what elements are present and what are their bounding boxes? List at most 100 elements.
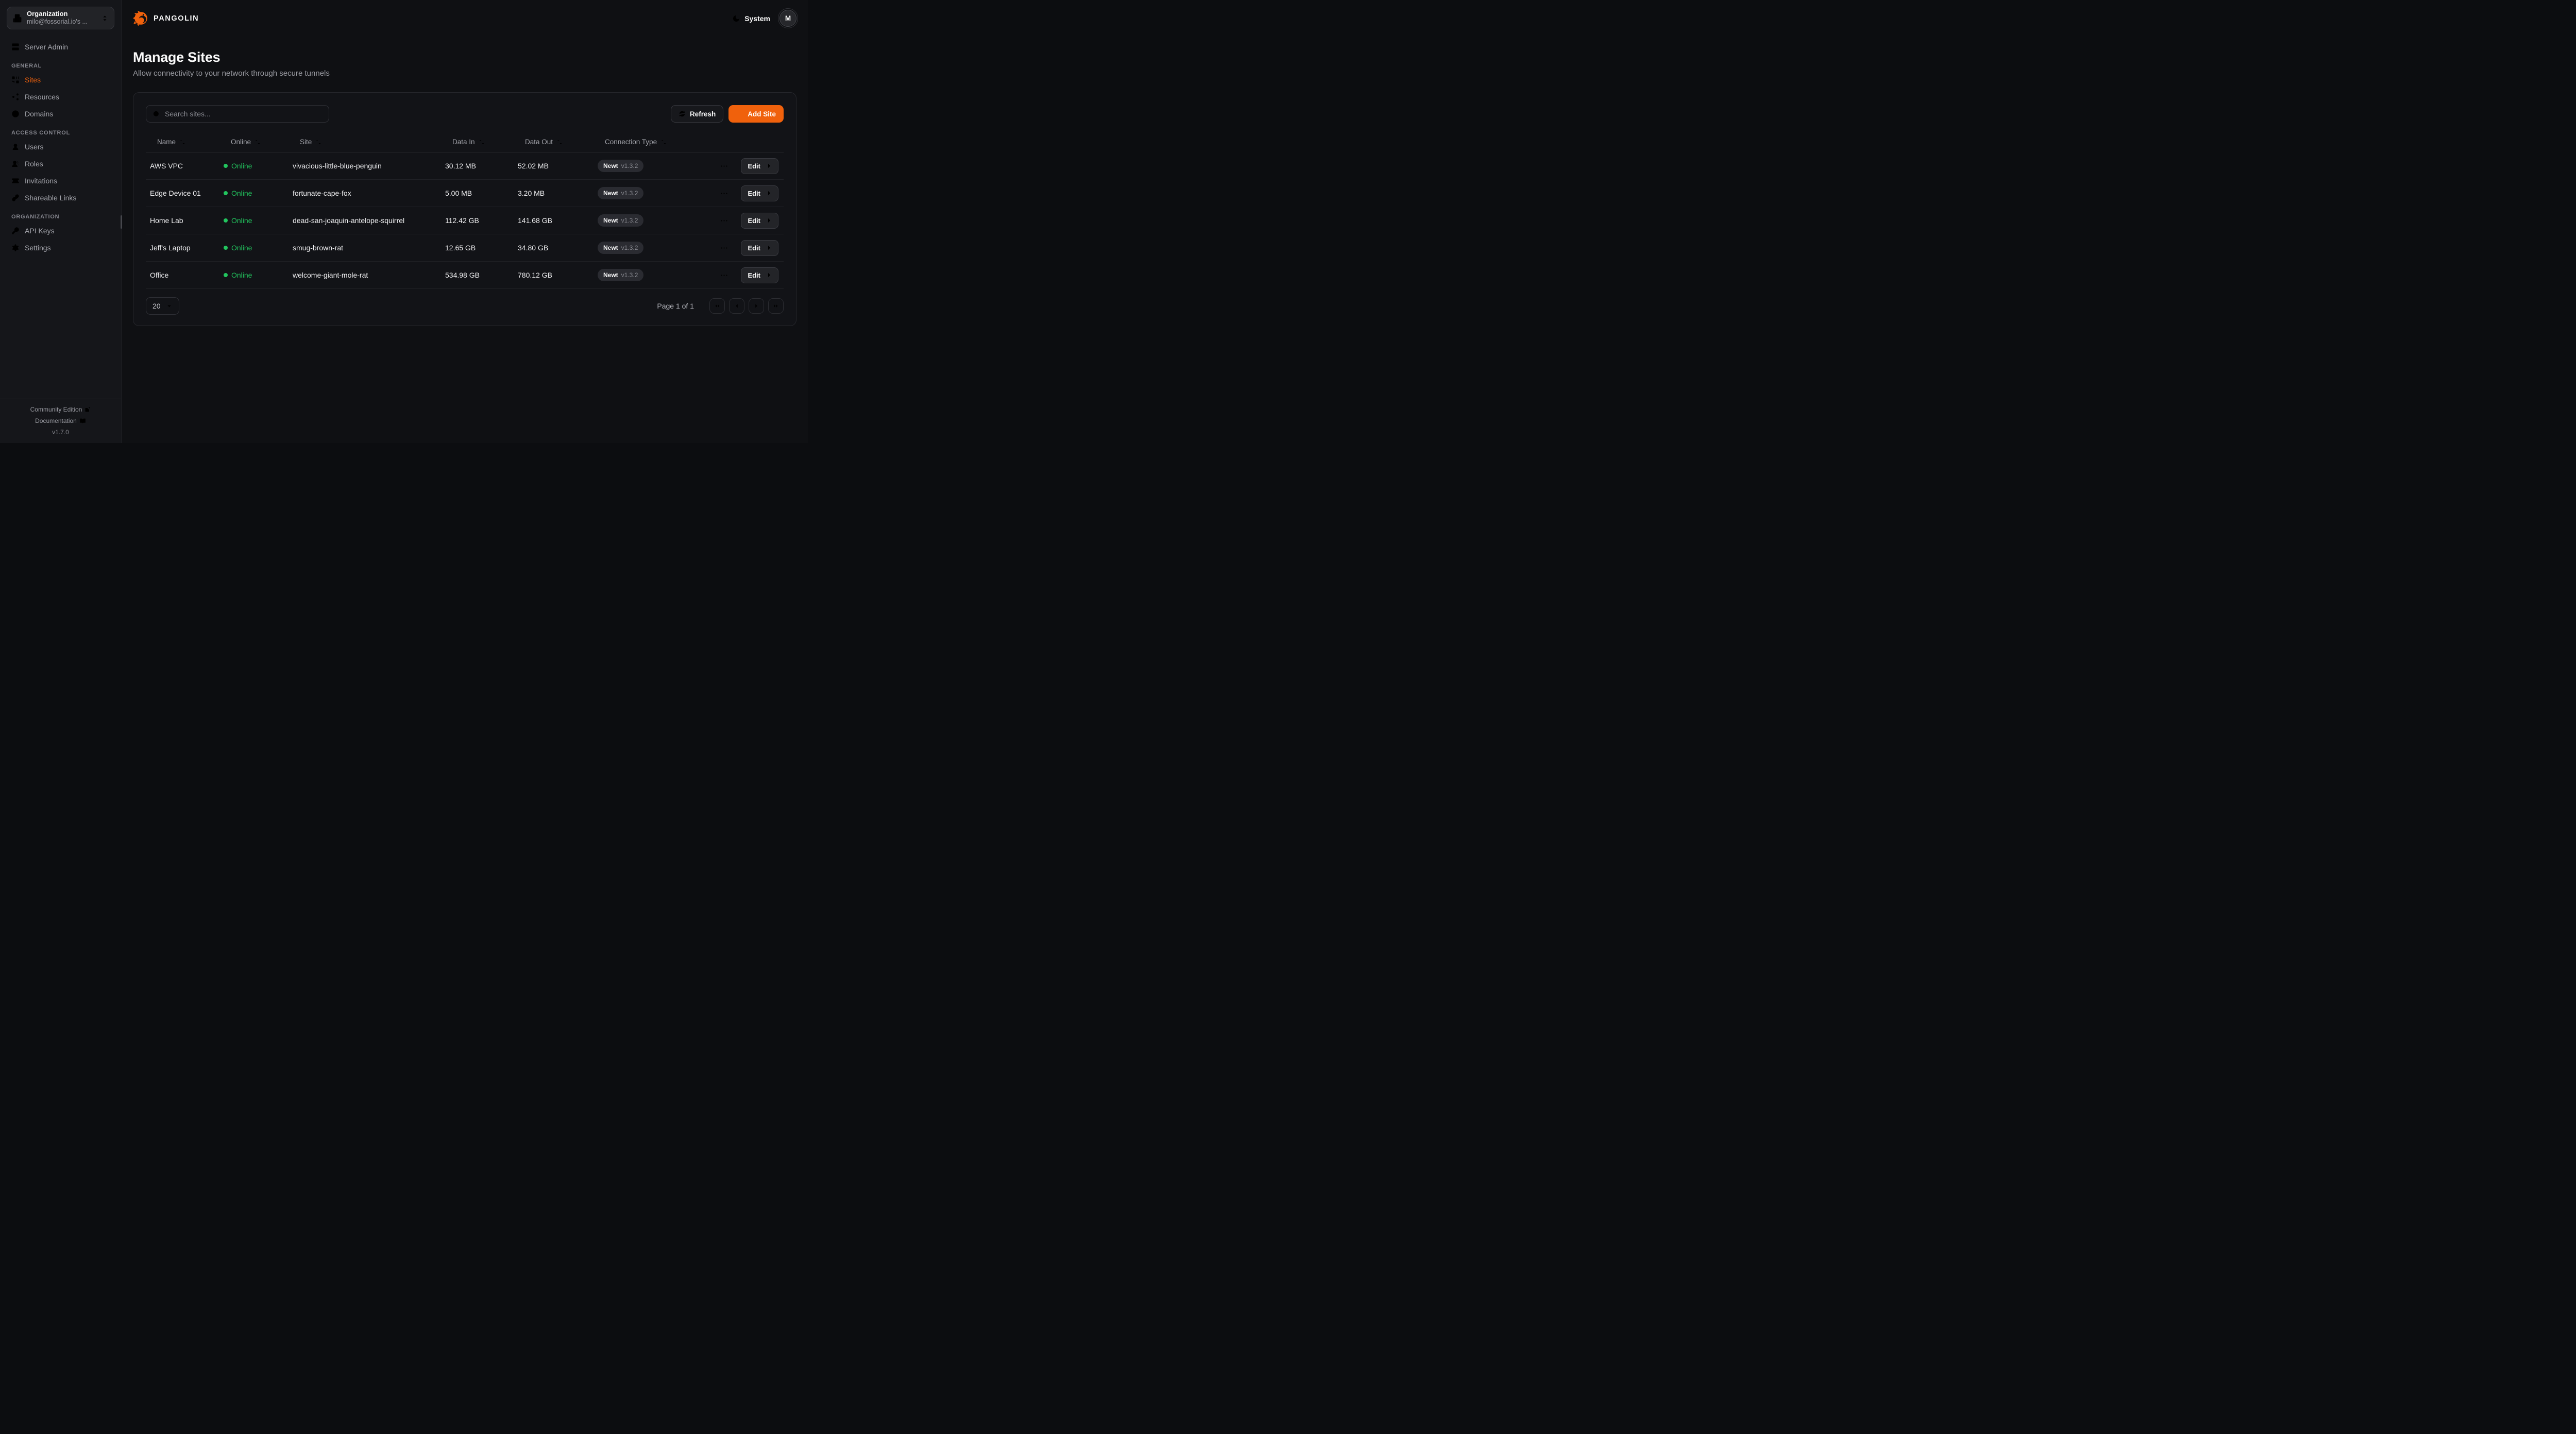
add-site-button[interactable]: Add Site	[728, 105, 784, 123]
connection-type-cell: Newt v1.3.2	[594, 242, 706, 254]
theme-toggle-label: System	[744, 14, 770, 23]
sidebar-resize-handle[interactable]	[121, 215, 122, 229]
sort-icon	[179, 139, 185, 145]
ellipsis-icon	[720, 271, 728, 280]
site-id-cell: smug-brown-rat	[293, 244, 344, 252]
site-name-cell: AWS VPC	[150, 162, 183, 170]
column-header-connection-type[interactable]: Connection Type	[594, 138, 706, 146]
search-box[interactable]	[146, 105, 329, 123]
sidebar: Organization milo@fossorial.io's ... Ser…	[0, 0, 122, 443]
sidebar-item-api-keys[interactable]: API Keys	[7, 223, 114, 238]
refresh-label: Refresh	[689, 110, 716, 118]
page-size-value: 20	[152, 302, 161, 310]
site-name-cell: Edge Device 01	[150, 189, 201, 197]
org-switcher[interactable]: Organization milo@fossorial.io's ...	[7, 7, 114, 29]
online-dot	[224, 191, 228, 195]
page-subtitle: Allow connectivity to your network throu…	[133, 69, 330, 78]
sidebar-item-label: Sites	[25, 76, 41, 84]
sidebar-item-label: Resources	[25, 93, 59, 101]
data-in-cell: 5.00 MB	[445, 189, 472, 197]
sidebar-item-domains[interactable]: Domains	[7, 106, 114, 122]
key-icon	[11, 227, 20, 235]
sidebar-item-label: Roles	[25, 160, 43, 168]
org-switcher-text: Organization milo@fossorial.io's ...	[27, 10, 96, 26]
edit-button[interactable]: Edit	[741, 212, 778, 229]
table-header-row: Name Online Site Data In	[146, 132, 784, 152]
sort-icon	[479, 139, 485, 145]
sidebar-item-label: Domains	[25, 110, 54, 118]
actions-cell: Edit	[706, 212, 784, 229]
table-row: Home Lab Online dead-san-joaquin-antelop…	[146, 207, 784, 234]
sidebar-item-label: Server Admin	[25, 43, 69, 51]
data-in-cell: 112.42 GB	[445, 216, 479, 225]
row-menu-button[interactable]	[720, 244, 728, 252]
sidebar-item-settings[interactable]: Settings	[7, 240, 114, 255]
sidebar-item-roles[interactable]: Roles	[7, 156, 114, 172]
sidebar-item-label: Settings	[25, 244, 51, 252]
user-icon	[11, 143, 20, 151]
edit-button[interactable]: Edit	[741, 240, 778, 256]
sidebar-item-label: Invitations	[25, 177, 58, 185]
data-out-cell: 34.80 GB	[518, 244, 549, 252]
arrow-right-icon	[765, 217, 772, 224]
sidebar-item-resources[interactable]: Resources	[7, 89, 114, 105]
chevrons-left-icon	[714, 302, 721, 310]
main-content: PANGOLIN System M Manage Sites Allow con…	[122, 0, 808, 443]
connection-type-badge: Newt v1.3.2	[598, 214, 644, 227]
users-icon	[11, 160, 20, 168]
row-menu-button[interactable]	[720, 189, 728, 198]
ellipsis-icon	[720, 216, 728, 225]
community-edition-link[interactable]: Community Edition	[30, 404, 91, 415]
prev-page-button[interactable]	[729, 298, 744, 314]
sidebar-item-server-admin[interactable]: Server Admin	[7, 39, 114, 55]
column-header-data-in[interactable]: Data In	[441, 138, 514, 146]
community-edition-label: Community Edition	[30, 406, 82, 413]
version-label: v1.7.0	[52, 429, 69, 436]
column-header-data-out[interactable]: Data Out	[514, 138, 594, 146]
column-header-site[interactable]: Site	[289, 138, 441, 146]
edit-button[interactable]: Edit	[741, 185, 778, 201]
row-menu-button[interactable]	[720, 216, 728, 225]
sidebar-item-shareable-links[interactable]: Shareable Links	[7, 190, 114, 206]
brand[interactable]: PANGOLIN	[133, 10, 199, 26]
sites-table: Name Online Site Data In	[146, 132, 784, 289]
documentation-link[interactable]: Documentation	[35, 415, 86, 426]
column-header-name[interactable]: Name	[146, 138, 219, 146]
sidebar-item-sites[interactable]: Sites	[7, 72, 114, 88]
refresh-button[interactable]: Refresh	[670, 105, 724, 123]
site-id-cell: dead-san-joaquin-antelope-squirrel	[293, 216, 405, 225]
sort-icon	[660, 139, 667, 145]
site-status-cell: Online	[219, 162, 289, 170]
site-status-cell: Online	[219, 271, 289, 279]
avatar[interactable]: M	[778, 8, 798, 28]
documentation-label: Documentation	[35, 417, 77, 424]
column-header-online[interactable]: Online	[219, 138, 289, 146]
add-site-label: Add Site	[748, 110, 776, 118]
sidebar-section-access-control: ACCESS CONTROL	[11, 130, 71, 136]
arrow-right-icon	[765, 162, 772, 169]
sidebar-item-users[interactable]: Users	[7, 139, 114, 155]
edit-button[interactable]: Edit	[741, 267, 778, 283]
sidebar-item-invitations[interactable]: Invitations	[7, 173, 114, 189]
last-page-button[interactable]	[768, 298, 784, 314]
external-link-icon	[84, 406, 91, 413]
row-menu-button[interactable]	[720, 271, 728, 280]
online-dot	[224, 164, 228, 168]
theme-toggle-button[interactable]: System	[732, 14, 770, 23]
sites-card: Refresh Add Site Name Online	[133, 92, 796, 326]
arrow-right-icon	[765, 271, 772, 279]
page-size-select[interactable]: 20	[146, 297, 179, 315]
next-page-button[interactable]	[749, 298, 764, 314]
site-name-cell: Office	[150, 271, 169, 279]
search-input[interactable]	[165, 110, 323, 118]
refresh-icon	[679, 110, 686, 117]
row-menu-button[interactable]	[720, 162, 728, 170]
search-icon	[152, 110, 160, 118]
online-dot	[224, 218, 228, 223]
chevrons-up-down-icon	[101, 14, 109, 22]
first-page-button[interactable]	[709, 298, 725, 314]
chevron-down-icon	[166, 303, 173, 310]
online-dot	[224, 273, 228, 277]
edit-button[interactable]: Edit	[741, 158, 778, 174]
connection-type-badge: Newt v1.3.2	[598, 242, 644, 254]
